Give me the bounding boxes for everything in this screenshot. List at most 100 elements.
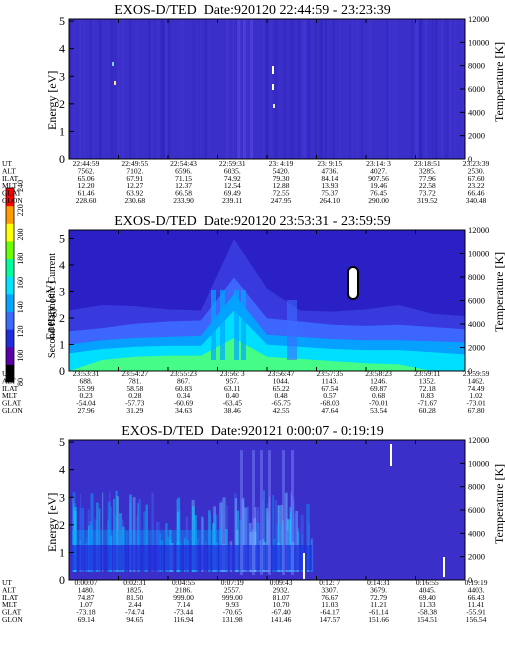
table-cell: 957. bbox=[226, 376, 239, 385]
table-cell: 0:14:31 bbox=[367, 578, 390, 587]
table-cell: 4045. bbox=[419, 585, 436, 594]
table-cell: 247.95 bbox=[271, 196, 292, 205]
table-row-label: ALT bbox=[2, 376, 16, 385]
table-cell: -73.01 bbox=[466, 399, 486, 408]
table-cell: 2530. bbox=[468, 166, 485, 175]
table-cell: 0.34 bbox=[177, 391, 190, 400]
table-cell: 0.28 bbox=[128, 391, 141, 400]
table-cell: 22:44:59 bbox=[73, 159, 100, 168]
panel-1-y2tick-label: 2000 bbox=[468, 131, 485, 141]
table-row-label: ILAT bbox=[2, 384, 19, 393]
table-cell: 38.46 bbox=[224, 406, 241, 415]
table-cell: 0:09:43 bbox=[270, 578, 293, 587]
table-cell: 23: 4:19 bbox=[269, 159, 294, 168]
table-cell: 12.88 bbox=[273, 181, 290, 190]
panel-2-ytick-label: 1 bbox=[59, 337, 65, 351]
table-row-label: ALT bbox=[2, 166, 16, 175]
table-cell: 11.03 bbox=[321, 600, 338, 609]
table-cell: -64.17 bbox=[320, 608, 340, 617]
table-cell: 11.21 bbox=[370, 600, 387, 609]
colorbar-tick-label: 180 bbox=[16, 253, 25, 265]
panel-1-y2tick-label: 6000 bbox=[468, 84, 485, 94]
panel-3: 0 1 2 3 4 5 0 2000 4000 6000 8000 10000 12000 bbox=[59, 435, 489, 587]
table-cell: -73.18 bbox=[76, 608, 96, 617]
colorbar-swatch bbox=[6, 276, 14, 295]
table-cell: 12.37 bbox=[175, 181, 192, 190]
panel-3-title: EXOS-D/TED Date:920121 0:00:07 - 0:19:19 bbox=[0, 424, 505, 440]
table-cell: 6035. bbox=[224, 166, 241, 175]
table-cell: 19.46 bbox=[370, 181, 387, 190]
table-cell: 72.55 bbox=[273, 189, 290, 198]
table-row-label: GLAT bbox=[2, 399, 22, 408]
panel-3-ylabel: Energy [eV] bbox=[45, 493, 59, 552]
table-cell: 63.11 bbox=[224, 384, 241, 393]
colorbar-swatch bbox=[6, 311, 14, 330]
table-cell: 67.91 bbox=[126, 174, 143, 183]
table-cell: 228.60 bbox=[76, 196, 97, 205]
table-cell: -74.74 bbox=[125, 608, 145, 617]
table-cell: 230.68 bbox=[124, 196, 145, 205]
table-cell: 60.83 bbox=[175, 384, 192, 393]
table-cell: 1.07 bbox=[79, 600, 92, 609]
table-cell: -70.01 bbox=[369, 399, 389, 408]
table-cell: 2186. bbox=[175, 585, 192, 594]
table-cell: 867. bbox=[177, 376, 190, 385]
table-cell: 2557. bbox=[224, 585, 241, 594]
table-cell: 75.37 bbox=[321, 189, 338, 198]
panel-2-title-right: Date:920120 23:53:31 - 23:59:59 bbox=[203, 214, 391, 229]
panel-1-title-right: Date:920120 22:44:59 - 23:23:39 bbox=[203, 3, 391, 18]
table-row-label: MLT bbox=[2, 600, 18, 609]
colorbar-tick-label: 200 bbox=[16, 229, 25, 241]
panel-1-ytick-label: 4 bbox=[59, 42, 65, 56]
panel-2-y2tick-label: 12000 bbox=[468, 225, 489, 235]
colorbar-tick-label: 140 bbox=[16, 301, 25, 313]
panel-1-title: EXOS-D/TED Date:920120 22:44:59 - 23:23:… bbox=[0, 3, 505, 19]
panel-2-y2tick-label: 8000 bbox=[468, 272, 485, 282]
table-cell: 1480. bbox=[78, 585, 95, 594]
table-cell: 3285. bbox=[419, 166, 436, 175]
table-cell: 2.44 bbox=[128, 600, 141, 609]
table-cell: 23:57:35 bbox=[316, 369, 343, 378]
table-cell: 58.58 bbox=[126, 384, 143, 393]
table-cell: 0:07:19 bbox=[221, 578, 244, 587]
table-cell: 66.43 bbox=[468, 593, 485, 602]
table-row-label: GLON bbox=[2, 615, 23, 624]
table-cell: 9.93 bbox=[226, 600, 239, 609]
colorbar-tick-label: 160 bbox=[16, 277, 25, 289]
table-cell: 340.48 bbox=[466, 196, 487, 205]
table-cell: 0.83 bbox=[421, 391, 434, 400]
panel-3-ytick-label: 5 bbox=[59, 435, 65, 449]
panel-1-streaks bbox=[69, 19, 465, 159]
table-cell: 0:19:19 bbox=[465, 578, 488, 587]
panel-2-ylabel: Energy [eV] bbox=[43, 281, 57, 340]
colorbar-swatch bbox=[6, 346, 14, 365]
colorbar-tick-label: 240 bbox=[16, 180, 25, 192]
table-cell: 27.96 bbox=[78, 406, 95, 415]
table-cell: 0:00:07 bbox=[75, 578, 98, 587]
table-cell: 147.57 bbox=[319, 615, 340, 624]
table-cell: 781. bbox=[128, 376, 141, 385]
panel-3-y2tick-label: 6000 bbox=[468, 505, 485, 515]
panel-1-ytick-label: 5 bbox=[59, 14, 65, 28]
panel-1-ytick-label: 1 bbox=[59, 124, 65, 138]
table-cell: 23:18:51 bbox=[414, 159, 441, 168]
table-cell: -58.38 bbox=[418, 608, 438, 617]
panel-3-title-left: EXOS-D/TED bbox=[121, 424, 204, 439]
table-cell: 66.58 bbox=[175, 189, 192, 198]
table-cell: 67.54 bbox=[321, 384, 338, 393]
colorbar-tick-label: 80 bbox=[16, 378, 25, 386]
table-cell: 23:59:59 bbox=[463, 369, 490, 378]
colorbar-label: Second Harmonic Current bbox=[47, 253, 58, 358]
table-cell: 0.40 bbox=[226, 391, 239, 400]
table-cell: 47.64 bbox=[321, 406, 338, 415]
table-cell: 23:54:27 bbox=[121, 369, 148, 378]
table-cell: 116.94 bbox=[173, 615, 194, 624]
table-cell: 0.23 bbox=[79, 391, 92, 400]
table-cell: 233.90 bbox=[173, 196, 194, 205]
panel-2: 0 1 2 3 4 5 0 2000 4000 6000 8000 10000 12000 bbox=[59, 225, 489, 378]
panel-3-y2tick-label: 0 bbox=[468, 575, 472, 585]
panel-3-ytick-label: 0 bbox=[59, 573, 65, 587]
table-cell: 999.00 bbox=[222, 593, 243, 602]
panel-1: 0 1 2 3 4 5 0 2000 4000 6000 8000 10000 12000 bbox=[59, 14, 489, 166]
colorbar: 80 100 120 140 160 180 200 220 240 bbox=[5, 180, 25, 386]
